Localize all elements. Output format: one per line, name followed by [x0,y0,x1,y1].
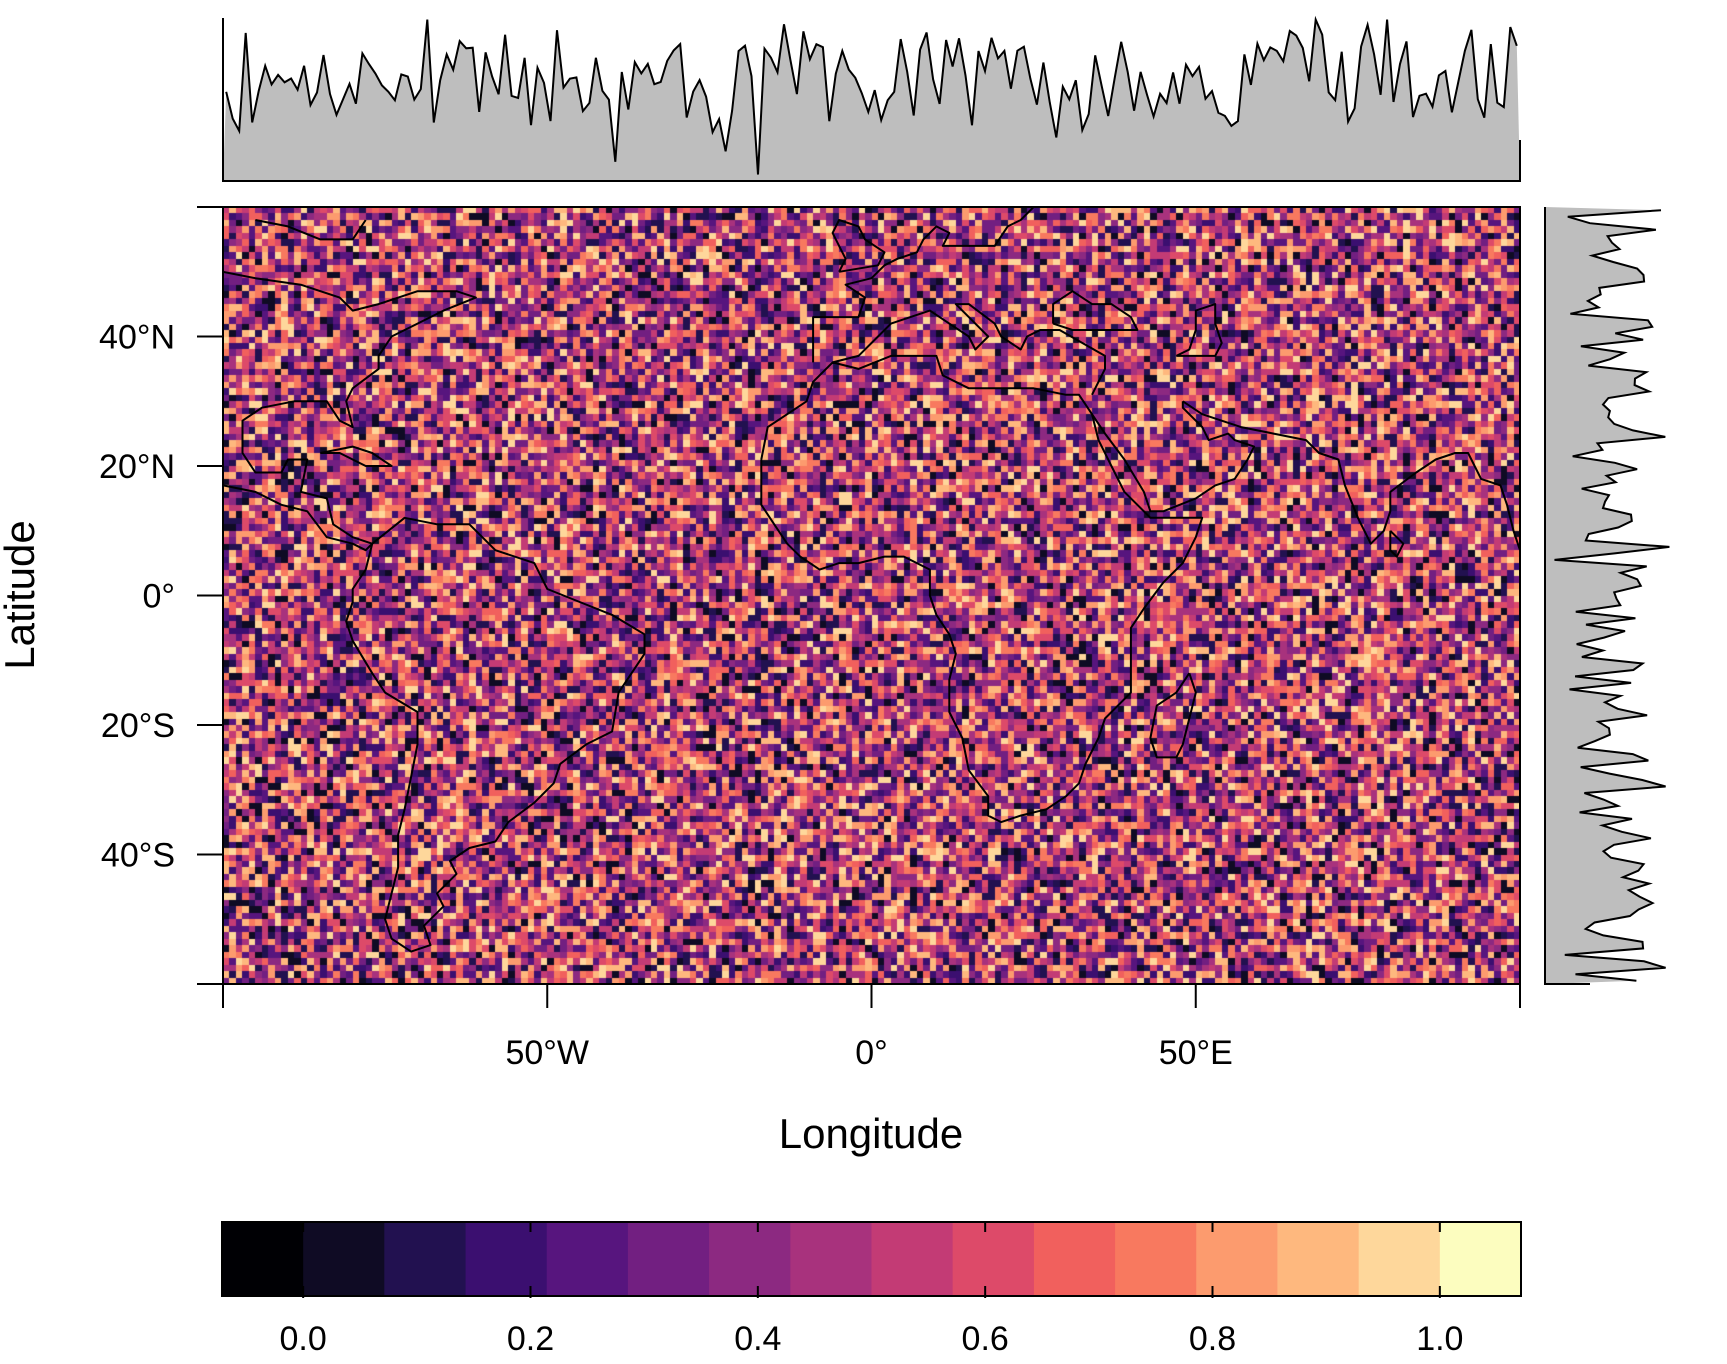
great-britain [831,219,886,273]
mediterranean-north [832,303,1106,396]
colorbar-tick-label: 0.8 [1189,1320,1236,1358]
colorbar: 0.0 0.2 0.4 0.6 0.8 1.0 [221,1221,1522,1358]
north-america-coast [223,270,477,552]
coastline-overlay [223,207,1520,953]
africa-coast [760,354,1204,824]
colorbar-swatch [546,1222,629,1296]
sri-lanka [1389,530,1405,558]
top-marginal-line [225,15,1518,175]
colorbar-swatch [790,1222,873,1296]
colorbar-swatch [465,1222,548,1296]
south-america-coast [345,516,646,953]
top-marginal-plot [222,15,1521,182]
colorbar-tick-label: 1.0 [1416,1320,1463,1358]
y-axis: 40°N 20°N 0° 20°S 40°S [99,206,224,985]
heatmap-raster [223,207,1520,984]
colorbar-swatch [1358,1222,1441,1296]
colorbar-tick-label: 0.0 [280,1320,327,1358]
colorbar-swatch [303,1222,385,1296]
right-marginal-line [1554,209,1670,982]
colorbar-frame [221,1221,1522,1297]
south-asia-coast [1182,400,1520,551]
colorbar-swatch [952,1222,1035,1296]
madagascar [1149,672,1197,759]
colorbar-tick-label: 0.2 [507,1320,554,1358]
x-tick-label: 0° [855,1034,888,1072]
black-sea [1052,290,1139,331]
colorbar-swatch [1033,1222,1116,1296]
colorbar-swatch [1115,1222,1197,1296]
y-tick-label: 20°N [99,448,175,486]
right-marginal-frame [1544,207,1590,985]
x-axis: 50°W 0° 50°E [222,983,1521,1072]
x-tick-label: 50°W [505,1034,589,1072]
caspian-sea [1175,303,1223,357]
hudson-bay [255,219,367,241]
europe-coast [812,207,1035,363]
right-marginal-area [1545,207,1670,984]
colorbar-swatch [1277,1222,1360,1296]
right-marginal-plot [1544,207,1670,985]
x-axis-label: Longitude [779,1110,964,1157]
colorbar-swatch [384,1222,467,1296]
cuba [320,445,393,467]
colorbar-swatch [871,1222,954,1296]
top-marginal-area [223,19,1520,181]
heatmap-panel [222,206,1521,985]
y-tick-label: 20°S [101,707,175,745]
y-axis-label: Latitude [0,520,43,669]
colorbar-swatch [627,1222,710,1296]
arabia-coast [1091,401,1256,513]
y-tick-label: 0° [142,578,175,616]
colorbar-tick-label: 0.6 [962,1320,1009,1358]
colorbar-swatch [709,1222,791,1296]
colorbar-swatch [1196,1222,1279,1296]
colorbar-swatch [222,1222,304,1296]
y-tick-label: 40°N [99,319,175,357]
colorbar-swatch [1439,1222,1522,1296]
top-marginal-frame [222,18,1521,182]
y-tick-label: 40°S [101,837,175,875]
x-tick-label: 50°E [1159,1034,1233,1072]
colorbar-tick-label: 0.4 [734,1320,781,1358]
